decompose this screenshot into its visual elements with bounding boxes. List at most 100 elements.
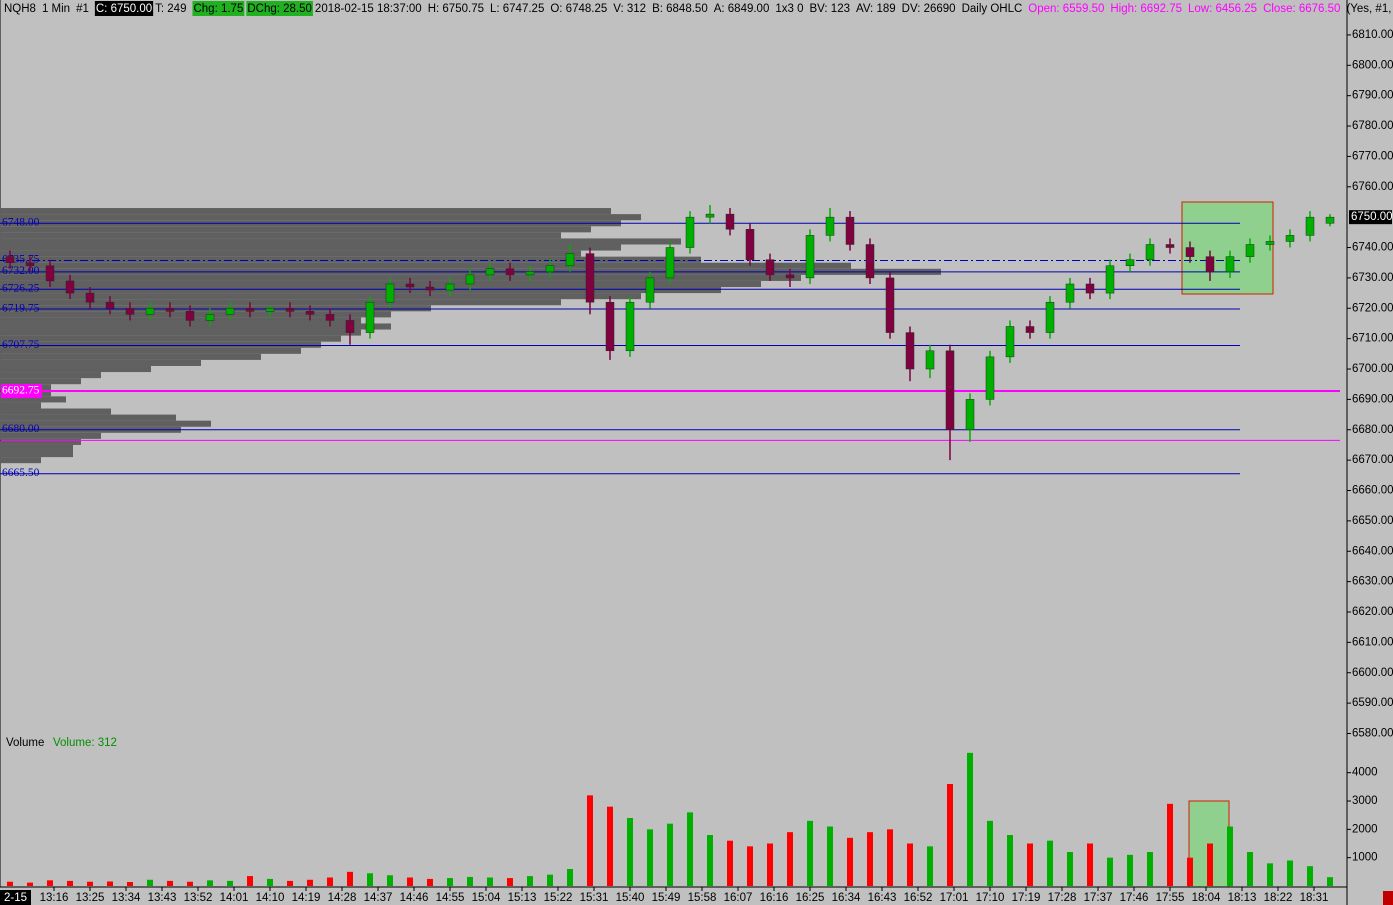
candle-body [945, 350, 955, 431]
candle-body [1025, 326, 1035, 333]
volume-bar [427, 878, 433, 886]
candle-body [1125, 259, 1135, 267]
y-tick-label: 6690.00 [1352, 393, 1393, 405]
volume-bar [1087, 843, 1093, 886]
x-tick-label: 17:10 [976, 892, 1005, 904]
x-tick-label: 17:01 [940, 892, 969, 904]
candle-body [645, 277, 655, 303]
candle-body [125, 308, 135, 315]
header-item: BV: 123 [810, 3, 851, 15]
level-label: 6732.00 [2, 265, 40, 277]
candle-body [205, 314, 215, 321]
candle-body [565, 253, 575, 267]
header-item: Low: 6456.25 [1188, 3, 1257, 15]
header-item: 1x3 0 [775, 3, 803, 15]
volume-bar [187, 881, 193, 886]
header-box [192, 1, 245, 16]
candle-body [105, 301, 115, 309]
y-tick-label: 6680.00 [1352, 424, 1393, 436]
x-tick-label: 13:25 [76, 892, 105, 904]
volume-bar [507, 878, 513, 886]
candle-body [1325, 216, 1335, 224]
header-item: L: 6747.25 [490, 3, 544, 15]
x-tick-label: 16:34 [832, 892, 861, 904]
profile-bar [1, 420, 211, 427]
volume-title: Volume [6, 737, 44, 749]
volume-bar [587, 795, 593, 886]
volume-bar [807, 820, 813, 886]
volume-bar [1147, 852, 1153, 886]
profile-bar [1, 402, 41, 409]
candle-body [145, 308, 155, 315]
candle-body [405, 283, 415, 288]
candle-body [965, 399, 975, 431]
volume-bar [1267, 863, 1273, 886]
profile-bar [1, 250, 581, 257]
profile-bar [1, 438, 81, 445]
profile-bar [1, 372, 101, 379]
candle-body [985, 356, 995, 400]
y-tick-label: 6700.00 [1352, 363, 1393, 375]
corner-marker [1383, 891, 1393, 905]
candle-body [625, 301, 635, 352]
x-tick-label: 15:04 [472, 892, 501, 904]
volume-bar [147, 879, 153, 886]
header-box [246, 1, 313, 16]
profile-bar [1, 335, 341, 342]
y-tick-label: 6740.00 [1352, 242, 1393, 254]
x-tick-label: 18:22 [1264, 892, 1293, 904]
volume-bar [1027, 843, 1033, 886]
y-tick-label: 6590.00 [1352, 697, 1393, 709]
volume-bar [247, 876, 253, 886]
header-item: DChg: 28.50 [247, 3, 312, 15]
header-item: #1 [76, 3, 89, 15]
volume-bar [7, 881, 13, 886]
x-tick-label: 16:16 [760, 892, 789, 904]
y-tick-label: 6780.00 [1352, 120, 1393, 132]
level-label: 6719.75 [2, 302, 40, 314]
candle-body [745, 229, 755, 260]
x-tick-label: 16:43 [868, 892, 897, 904]
header-item: Close: 6676.50 [1263, 3, 1340, 15]
volume-bar [947, 784, 953, 886]
x-tick-label: 15:49 [652, 892, 681, 904]
candle-body [165, 308, 175, 312]
x-tick-label: 18:31 [1300, 892, 1329, 904]
candle-body [1045, 301, 1055, 333]
volume-bar [1127, 854, 1133, 886]
header-item: NQH8 [4, 3, 36, 15]
volume-bar [1007, 835, 1013, 886]
profile-bar [1, 293, 641, 300]
candle-body [685, 216, 695, 248]
highlight-zone [1181, 201, 1274, 295]
volume-bar [127, 882, 133, 886]
volume-bar [467, 876, 473, 886]
y-tick-label: 6770.00 [1352, 150, 1393, 162]
x-tick-label: 15:31 [580, 892, 609, 904]
header-item: 2018-02-15 18:37:00 [315, 3, 422, 15]
volume-bar [1207, 843, 1213, 886]
profile-bar [1, 311, 391, 318]
profile-bar [1, 274, 801, 281]
x-tick-label: 14:55 [436, 892, 465, 904]
profile-bar [1, 347, 301, 354]
profile-bar [1, 329, 361, 336]
x-tick-label: 18:13 [1228, 892, 1257, 904]
candle-body [45, 265, 55, 282]
volume-bar [927, 846, 933, 886]
y-tick-label: 6760.00 [1352, 181, 1393, 193]
profile-bar [1, 359, 201, 366]
profile-bar [1, 432, 101, 439]
x-tick-label: 14:37 [364, 892, 393, 904]
profile-bar [1, 378, 81, 385]
profile-bar [1, 208, 611, 215]
volume-bar [367, 873, 373, 886]
volume-bar [287, 880, 293, 886]
candle-body [505, 268, 515, 276]
y-tick-label: 6730.00 [1352, 272, 1393, 284]
volume-bar [887, 829, 893, 886]
profile-bar [1, 287, 721, 294]
volume-bar [607, 806, 613, 886]
header-item: T: 249 [155, 3, 186, 15]
volume-bar [667, 823, 673, 886]
